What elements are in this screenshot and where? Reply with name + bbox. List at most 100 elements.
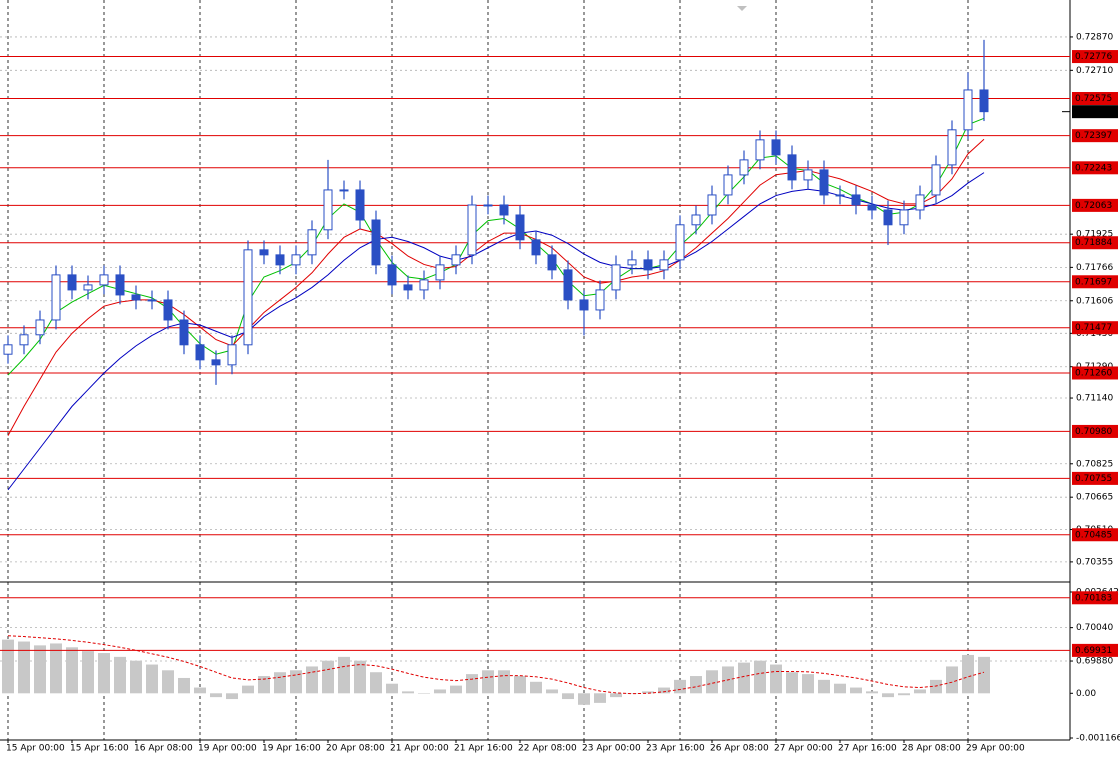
osc-bar — [162, 670, 174, 694]
current-price-label: 0.72512 — [1075, 107, 1112, 117]
osc-bar — [258, 676, 270, 694]
osc-bar — [770, 664, 782, 694]
x-tick-label: 29 Apr 00:00 — [966, 744, 1025, 754]
osc-bar — [98, 653, 110, 694]
osc-bar — [482, 670, 494, 694]
current-price-box — [1072, 105, 1118, 119]
candle-body — [531, 239, 541, 256]
osc-bar — [130, 660, 142, 694]
osc-bar — [370, 672, 382, 694]
osc-bar — [706, 670, 718, 694]
level-label-box — [1072, 92, 1118, 106]
osc-bar — [466, 674, 478, 694]
osc-bar — [962, 654, 974, 694]
level-label: 0.72063 — [1075, 201, 1112, 211]
candle-body — [595, 289, 605, 311]
osc-bar — [210, 693, 222, 698]
y-tick-label: 0.71766 — [1076, 263, 1113, 273]
level-label: 0.69931 — [1075, 646, 1112, 656]
osc-bar — [674, 679, 686, 694]
osc-bar — [882, 693, 894, 698]
x-tick-label: 27 Apr 00:00 — [774, 744, 833, 754]
x-tick-label: 20 Apr 08:00 — [326, 744, 385, 754]
osc-bar — [930, 679, 942, 694]
osc-bar — [850, 687, 862, 694]
candle-body — [563, 269, 573, 301]
level-label: 0.70485 — [1075, 530, 1112, 540]
candle-body — [691, 214, 701, 226]
osc-bar — [290, 670, 302, 694]
osc-bar — [82, 651, 94, 694]
candle-body — [851, 194, 861, 206]
candle-body — [467, 204, 477, 256]
candle-body — [83, 284, 93, 291]
level-label-box — [1072, 366, 1118, 380]
level-label: 0.71884 — [1075, 238, 1112, 248]
y-tick-label: 0.72710 — [1076, 66, 1113, 76]
osc-bar — [898, 693, 910, 696]
osc-signal — [7, 635, 985, 695]
osc-bar — [594, 693, 606, 703]
level-label: 0.72243 — [1075, 163, 1112, 173]
candle-body — [883, 209, 893, 226]
osc-bar — [754, 660, 766, 694]
candle-body — [755, 139, 765, 161]
osc-bar — [914, 689, 926, 694]
level-label-box — [1072, 591, 1118, 605]
level-label-box — [1072, 50, 1118, 64]
osc-bar — [194, 687, 206, 694]
osc-bar — [818, 679, 830, 694]
x-tick-label: 26 Apr 08:00 — [710, 744, 769, 754]
osc-bar — [626, 693, 638, 694]
candle-body — [419, 279, 429, 291]
y-tick-label: 0.71606 — [1076, 296, 1113, 306]
candle-body — [403, 284, 413, 291]
level-label-box — [1072, 643, 1118, 657]
osc-bar — [418, 693, 430, 694]
x-tick-label: 23 Apr 16:00 — [646, 744, 705, 754]
candle-body — [515, 214, 525, 241]
osc-bar — [50, 643, 62, 694]
candle-body — [435, 264, 445, 281]
level-label-box — [1072, 321, 1118, 335]
osc-bar — [274, 672, 286, 694]
osc-bar — [354, 660, 366, 694]
osc-bar — [530, 681, 542, 694]
osc-bar — [802, 674, 814, 694]
candle-body — [131, 294, 141, 301]
candle-body — [19, 334, 29, 346]
x-tick-label: 21 Apr 00:00 — [390, 744, 449, 754]
candle-body — [179, 319, 189, 346]
osc-bar — [178, 677, 190, 694]
candle-body — [243, 249, 253, 346]
candle-body — [611, 264, 621, 291]
candle-body — [835, 194, 845, 197]
x-tick-label: 19 Apr 00:00 — [198, 744, 257, 754]
level-label: 0.70755 — [1075, 474, 1112, 484]
candle-body — [451, 254, 461, 266]
osc-bar — [610, 693, 622, 698]
candle-body — [67, 274, 77, 291]
osc-bar — [306, 666, 318, 694]
osc-bar — [242, 685, 254, 694]
osc-bar — [578, 693, 590, 705]
candle-body — [771, 139, 781, 156]
osc-bar — [226, 693, 238, 700]
candle-body — [195, 344, 205, 361]
osc-bar — [338, 656, 350, 694]
y-tick-label: 0.70665 — [1076, 493, 1113, 503]
osc-bar — [146, 664, 158, 694]
x-tick-label: 28 Apr 08:00 — [902, 744, 961, 754]
candle-body — [787, 154, 797, 181]
osc-bar — [2, 639, 14, 694]
level-label: 0.72776 — [1075, 52, 1112, 62]
candle-body — [387, 264, 397, 286]
candle-body — [99, 274, 109, 286]
osc-bar — [322, 660, 334, 694]
osc-bar — [402, 691, 414, 694]
candle-body — [115, 274, 125, 296]
candle-body — [963, 89, 973, 131]
level-label: 0.72397 — [1075, 131, 1112, 141]
candle-body — [291, 254, 301, 266]
